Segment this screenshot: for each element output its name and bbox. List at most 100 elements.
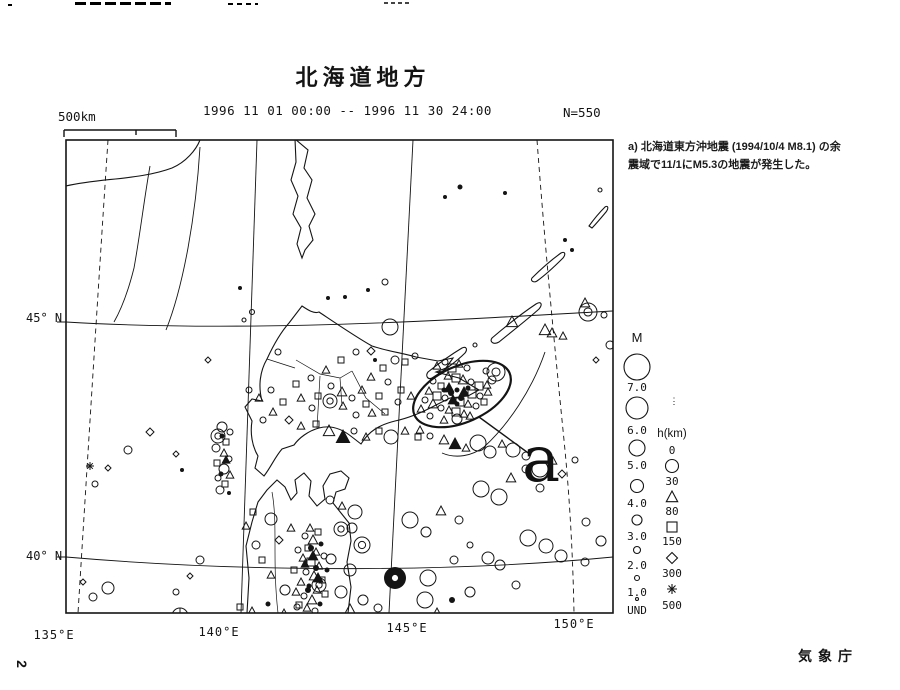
- quake-symbol: [449, 555, 459, 565]
- quake-symbol: [443, 370, 453, 380]
- island-small: [597, 187, 603, 193]
- quake-symbol: [401, 511, 419, 529]
- quake-symbol: [447, 393, 459, 405]
- quake-symbol: [186, 572, 194, 580]
- quake-symbol: [482, 379, 492, 389]
- quake-symbol: [266, 569, 276, 579]
- annotation-line-1: a) 北海道東方沖地震 (1994/10/4 M8.1) の余: [628, 141, 841, 153]
- legend-magnitude-circle: [628, 439, 646, 457]
- quake-symbol: [302, 602, 312, 612]
- legend-magnitude-circles: [623, 353, 651, 602]
- quake-symbol: [314, 392, 322, 400]
- quake-symbol: [451, 413, 463, 425]
- quake-symbol: [286, 522, 296, 532]
- latitude-ticks: [57, 321, 67, 558]
- meridian-135e: [77, 140, 109, 613]
- quake-symbol: [88, 592, 98, 602]
- quake-symbol: [245, 386, 253, 394]
- page-number: 2: [13, 660, 30, 668]
- map-frame: [65, 139, 614, 614]
- quake-symbol: [293, 603, 301, 611]
- quake-symbol: [296, 392, 306, 402]
- quake-symbol: [325, 553, 337, 565]
- quake-symbol: [295, 601, 303, 609]
- parallel-45n: [66, 310, 613, 327]
- quake-symbol: [300, 592, 308, 600]
- quake-symbol: [296, 420, 306, 430]
- quake-symbol: [204, 356, 212, 364]
- quake-symbol: [279, 398, 287, 406]
- quake-symbol: [465, 385, 471, 391]
- quake-symbol: [482, 367, 490, 375]
- quake-symbol: [463, 398, 473, 408]
- quake-symbol: [384, 378, 392, 386]
- quake-symbol: [292, 380, 300, 388]
- quake-symbol: [487, 375, 497, 385]
- legend-magnitude-label: 2.0: [627, 559, 647, 572]
- island-kunashiri: [426, 346, 467, 380]
- legend-depth-symbol: [666, 521, 678, 533]
- quake-symbol: [335, 428, 351, 443]
- quake-symbol: [483, 386, 493, 396]
- quake-symbol: [333, 521, 349, 537]
- island-urup: [530, 251, 566, 283]
- legend-depth-label: 150: [662, 535, 682, 548]
- quake-symbol: [490, 488, 508, 506]
- quake-symbol: [538, 538, 554, 554]
- legend-depth-ellipsis: ⋮: [669, 396, 679, 406]
- quake-symbol: [221, 480, 229, 488]
- quake-symbol: [318, 541, 324, 547]
- quake-symbol: [211, 443, 221, 453]
- quake-symbol: [466, 541, 474, 549]
- quake-symbol: [458, 385, 470, 397]
- scan-artifact: [8, 4, 12, 6]
- quake-symbol: [605, 340, 613, 350]
- lon-label-140e: 140°E: [198, 625, 240, 639]
- quake-symbol: [390, 355, 400, 365]
- legend-magnitude-label: 6.0: [627, 424, 647, 437]
- quake-symbol: [454, 515, 464, 525]
- quake-symbol: [435, 504, 447, 516]
- lon-label-145e: 145°E: [386, 621, 428, 635]
- scale-bar: [63, 129, 177, 137]
- island-kuril-ne: [588, 205, 609, 229]
- quake-symbol: [279, 584, 291, 596]
- scale-bar-label: 500km: [58, 109, 96, 124]
- quake-symbol: [421, 396, 429, 404]
- quake-symbol: [474, 381, 484, 391]
- coast-sakhalin: [290, 140, 316, 260]
- date-range: 1996 11 01 00:00 -- 1996 11 30 24:00: [203, 103, 492, 118]
- quake-symbol: [366, 346, 376, 356]
- quake-symbol: [400, 425, 410, 435]
- meridian-140e: [240, 140, 258, 613]
- parallel-40n: [66, 556, 613, 570]
- quake-symbol: [375, 392, 383, 400]
- quake-symbol: [172, 588, 180, 596]
- quake-symbol: [441, 358, 449, 366]
- quake-symbol: [313, 565, 319, 571]
- quake-symbol: [432, 360, 442, 370]
- quake-symbol: [307, 533, 319, 545]
- quake-symbol: [305, 522, 315, 532]
- quake-symbol: [397, 386, 405, 394]
- quake-symbol: [426, 432, 434, 440]
- quake-symbol: [290, 566, 298, 574]
- quake-symbol: [441, 387, 447, 393]
- quake-symbol: [463, 364, 471, 372]
- quake-symbol: [491, 367, 501, 377]
- quake-symbol: [521, 464, 531, 474]
- legend-magnitude-circle: [633, 574, 641, 582]
- quake-symbol: [179, 608, 181, 613]
- quake-symbol: [249, 508, 257, 516]
- quake-symbol: [454, 387, 460, 393]
- quake-symbol: [322, 423, 336, 437]
- quake-symbol: [264, 512, 278, 526]
- quake-symbol: [538, 322, 552, 336]
- quake-symbol: [426, 412, 434, 420]
- quake-symbol: [180, 468, 184, 472]
- quake-symbol: [321, 590, 329, 598]
- lon-label-150e: 150°E: [553, 617, 595, 631]
- annotation-line-2: 震域で11/1にM5.3の地震が発生した。: [628, 159, 817, 171]
- island-rebun: [241, 317, 247, 323]
